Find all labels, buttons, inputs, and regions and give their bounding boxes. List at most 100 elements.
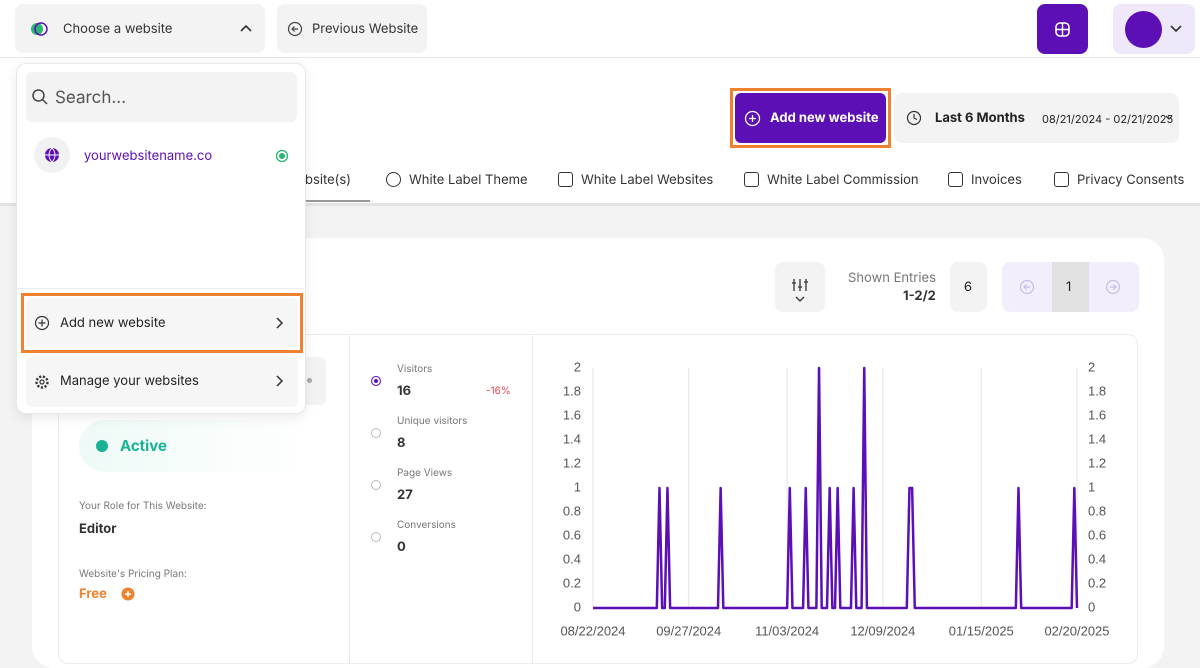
metric-radio[interactable] — [371, 480, 381, 490]
pagination: 1 — [1002, 262, 1139, 312]
x-tick-label: 08/22/2024 — [560, 623, 625, 638]
tab-icon — [386, 172, 401, 187]
y-tick-label: 1.6 — [563, 407, 581, 422]
metric-value: 27 — [397, 487, 413, 503]
icon — [792, 279, 808, 302]
tab[interactable]: White Label Theme — [409, 172, 528, 188]
icon — [287, 21, 303, 37]
y-tick-label: 1.4 — [563, 431, 581, 446]
y2-tick-label: 0.8 — [1088, 503, 1106, 518]
icon — [1055, 22, 1070, 37]
icon — [906, 110, 922, 126]
tab-icon — [744, 172, 759, 187]
tab[interactable]: Privacy Consents — [1077, 172, 1185, 188]
role: Editor — [79, 521, 117, 537]
chart: 08/22/2024 09/27/2024 11/03/2024 12/09/2024… — [560, 359, 1109, 638]
prev-page[interactable] — [1019, 279, 1035, 295]
item-label: Add new website — [60, 315, 166, 331]
search-box[interactable]: Search... — [26, 72, 297, 122]
range-dates: 08/21/2024 - 02/21/2025 — [1042, 112, 1174, 126]
y2-tick-label: 0 — [1088, 599, 1095, 614]
current-page[interactable]: 1 — [1052, 262, 1089, 312]
status: Active — [120, 436, 167, 455]
metric-label: Unique visitors — [397, 415, 468, 427]
y2-tick-label: 0.4 — [1088, 551, 1106, 566]
metric-radio[interactable] — [371, 428, 381, 438]
site-icon — [34, 137, 70, 173]
x-tick-label: 09/27/2024 — [656, 623, 721, 638]
y2-tick-label: 1.8 — [1088, 383, 1106, 398]
x-tick-label: 12/09/2024 — [850, 623, 915, 638]
divider — [349, 334, 350, 664]
add-website-item[interactable]: Add new website — [26, 298, 298, 348]
next-page[interactable] — [1105, 279, 1121, 295]
per-page[interactable]: 6 — [950, 262, 987, 312]
highlight — [21, 293, 303, 353]
metric-label: Conversions — [397, 519, 456, 531]
previous-label: Previous Website — [312, 21, 419, 37]
add-website-button[interactable]: Add new website — [735, 93, 886, 143]
dot — [307, 378, 312, 383]
divider — [17, 288, 305, 289]
y2-tick-label: 0.2 — [1088, 575, 1106, 590]
y-tick-label: 0.8 — [563, 503, 581, 518]
status-dot — [96, 440, 108, 452]
dropdown: Search... yourwebsitename.co Add new web… — [16, 63, 306, 414]
metric-value: 16 — [397, 383, 412, 399]
metric-value: 8 — [397, 435, 406, 451]
y-tick-label: 0 — [574, 599, 581, 614]
tab-underline — [300, 200, 370, 202]
icon — [31, 22, 48, 36]
range-label: Last 6 Months — [935, 110, 1025, 126]
previous-website[interactable]: Previous Website — [277, 4, 427, 53]
tab[interactable]: White Label Commission — [767, 172, 919, 188]
y-tick-label: 0.4 — [563, 551, 581, 566]
selected-indicator — [275, 149, 289, 163]
y2-tick-label: 1.6 — [1088, 407, 1106, 422]
site-name[interactable]: yourwebsitename.co — [84, 148, 213, 164]
plan-label: Website's Pricing Plan: — [79, 568, 187, 580]
divider — [0, 57, 1200, 58]
tab-icon — [948, 172, 963, 187]
divider — [0, 203, 1200, 206]
globe — [45, 147, 59, 163]
tab-icon — [1054, 172, 1069, 187]
button-label: Add new website — [770, 110, 879, 126]
x-tick-label: 02/20/2025 — [1044, 623, 1109, 638]
metric-radio[interactable] — [371, 532, 381, 542]
chevron — [1165, 115, 1173, 120]
account-menu[interactable] — [1113, 4, 1195, 54]
y2-tick-label: 1.4 — [1088, 431, 1106, 446]
metric-label: Visitors — [397, 363, 433, 375]
metric-radio[interactable] — [371, 376, 381, 386]
selector-label: Choose a website — [63, 21, 173, 37]
chevron — [276, 375, 284, 387]
y-tick-label: 2 — [574, 359, 581, 374]
metric-label: Page Views — [397, 467, 453, 479]
x-tick-label: 11/03/2024 — [755, 623, 819, 638]
site-selector[interactable]: Choose a website — [15, 4, 265, 53]
app-button[interactable] — [1037, 4, 1088, 54]
metric-change: -16% — [486, 385, 511, 397]
upgrade-icon[interactable] — [121, 587, 135, 601]
icon — [34, 315, 50, 331]
date-range[interactable]: Last 6 Months 08/21/2024 - 02/21/2025 — [894, 93, 1179, 143]
tab[interactable]: White Label Websites — [581, 172, 714, 188]
tab[interactable]: bsite(s) — [305, 172, 352, 188]
y-tick-label: 0.2 — [563, 575, 581, 590]
avatar — [1125, 11, 1162, 48]
highlight — [730, 88, 891, 148]
item-label: Manage your websites — [60, 373, 199, 389]
filter-button[interactable] — [775, 262, 825, 312]
plan: Free — [79, 586, 107, 602]
y-tick-label: 1.8 — [563, 383, 581, 398]
icon — [744, 110, 761, 127]
entries-value: 1-2/2 — [903, 288, 936, 304]
tab[interactable]: Invoices — [971, 172, 1022, 188]
y-tick-label: 1.2 — [563, 455, 581, 470]
y2-tick-label: 1.2 — [1088, 455, 1106, 470]
manage-websites-item[interactable]: Manage your websites — [26, 357, 298, 407]
chevron — [276, 317, 284, 329]
role-label: Your Role for This Website: — [79, 500, 207, 512]
